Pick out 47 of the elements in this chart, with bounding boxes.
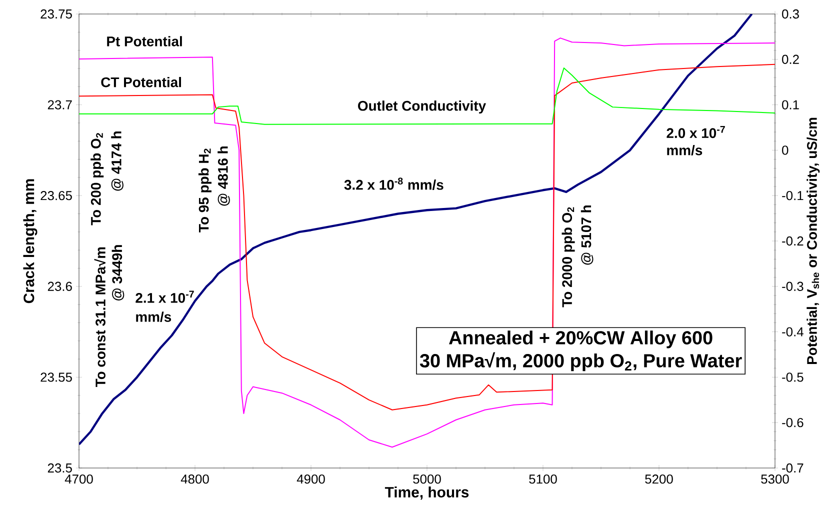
x-tick-label: 5100	[529, 474, 557, 484]
y2-axis-title: Potential, V$_{she}$ or Conductivity, uS/cm	[806, 118, 820, 364]
x-tick-label: 4900	[296, 474, 325, 484]
text: Annealed + 20%CW Alloy 600	[448, 330, 712, 348]
y2-tick-label: -0.2	[782, 236, 804, 246]
y-axis-title: Crack length, mm	[23, 179, 38, 304]
annotation: mm/s	[136, 312, 172, 322]
x-tick-label: 4700	[64, 474, 93, 484]
series-label: CT Potential	[101, 76, 181, 88]
y-tick-label: 23.6	[48, 282, 72, 291]
series-label: Pt Potential	[107, 36, 182, 46]
y2-tick-label: 0	[782, 146, 788, 155]
annotation: @ 3449h	[112, 245, 124, 300]
y2-tick-label: 0.1	[782, 100, 799, 110]
annotation: @ 4174 h	[111, 132, 124, 191]
annotation: @ 5107 h	[580, 206, 594, 265]
line-series	[79, 68, 776, 125]
x-axis-title: Time, hours	[384, 486, 469, 500]
y2-tick-label: -0.5	[782, 372, 804, 382]
annotation: @ 4816 h	[218, 146, 230, 206]
y2-tick-label: 0.3	[782, 9, 799, 19]
y2-tick-label: -0.1	[782, 191, 804, 200]
annotation: To 95 ppb H$_{2}$	[198, 148, 212, 232]
annotation: To 2000 ppb O$_{2}$	[562, 207, 575, 308]
y2-tick-label: 0.2	[782, 54, 799, 64]
x-tick-label: 4800	[180, 474, 209, 484]
y-tick-label: 23.5	[48, 463, 72, 473]
y2-tick-label: -0.3	[782, 282, 804, 291]
annotation: 3.2 x 10$^{-8}$ mm/s	[344, 178, 444, 190]
line-series	[79, 64, 776, 410]
y-tick-label: 23.75	[40, 9, 72, 19]
y2-tick-label: -0.6	[782, 418, 804, 428]
x-tick-label: 5000	[413, 474, 441, 484]
x-tick-label: 5300	[761, 474, 789, 484]
x-tick-label: 5200	[645, 474, 673, 484]
y2-tick-label: -0.7	[782, 463, 804, 473]
text: 30 MPa√m, 2000 ppb O$_{2}$, Pure Water	[420, 352, 742, 372]
annotation: To const 31.1 MPa√m	[94, 247, 106, 388]
series-label: Outlet Conductivity	[358, 100, 486, 114]
y-tick-label: 23.55	[40, 372, 72, 382]
annotation: 2.0 x 10$^{-7}$	[666, 126, 725, 138]
y-tick-label: 23.65	[40, 191, 72, 200]
y2-tick-label: -0.4	[782, 327, 804, 336]
annotation: To 200 ppb O$_{2}$	[90, 133, 104, 226]
annotation: mm/s	[667, 145, 702, 156]
y-tick-label: 23.7	[48, 100, 72, 110]
annotation: 2.1 x 10$^{-7}$	[136, 290, 194, 303]
